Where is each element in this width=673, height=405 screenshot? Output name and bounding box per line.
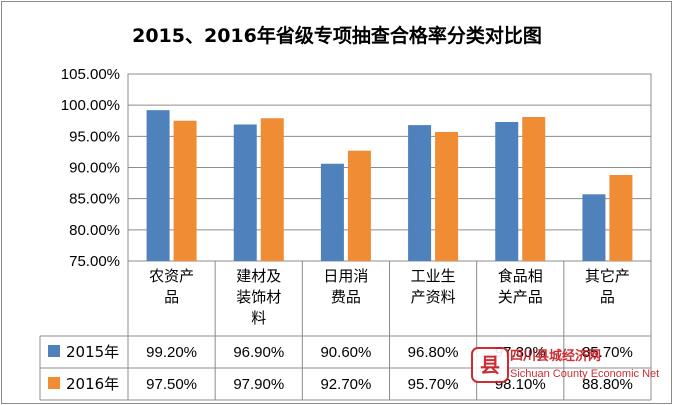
category-label: 关产品 <box>498 288 543 306</box>
bar-2016 <box>260 118 284 261</box>
data-label: 97.50% <box>146 376 197 393</box>
legend-swatch <box>48 377 60 389</box>
category-label: 农资产 <box>149 267 194 285</box>
y-tick-label: 95.00% <box>69 128 120 145</box>
y-tick-label: 80.00% <box>69 222 120 239</box>
data-label: 90.60% <box>320 344 371 361</box>
bar-2015 <box>408 125 432 261</box>
legend-label: 2016年 <box>66 375 119 393</box>
category-label: 料 <box>251 309 266 327</box>
watermark: 县 四川县城经济网 Sichuan County Economic Net <box>471 347 659 383</box>
category-label: 食品相 <box>498 267 543 285</box>
data-label: 88.80% <box>582 376 633 393</box>
bar-2016 <box>173 120 197 261</box>
category-label: 其它产 <box>585 267 630 285</box>
data-label: 85.70% <box>582 344 633 361</box>
category-label: 工业生 <box>411 267 456 285</box>
y-axis: 75.00% 80.00% 85.00% 90.00% 95.00% 100.00% 105… <box>61 66 120 270</box>
bar-2016 <box>347 150 371 261</box>
y-tick-label: 105.00% <box>61 66 120 83</box>
y-tick-label: 75.00% <box>69 253 120 270</box>
legend-swatch <box>48 345 60 357</box>
category-label: 产资料 <box>411 288 456 306</box>
category-label: 日用消 <box>323 267 368 285</box>
bar-2015 <box>495 121 519 261</box>
watermark-name-en: Sichuan County Economic Net <box>510 368 659 380</box>
bar-2016 <box>522 117 546 261</box>
watermark-name: 四川县城经济网 <box>510 348 601 364</box>
data-label: 96.90% <box>233 344 284 361</box>
data-label: 95.70% <box>408 376 459 393</box>
legend-label: 2015年 <box>66 343 119 361</box>
y-tick-label: 100.00% <box>61 97 120 114</box>
bar-2016 <box>435 131 459 261</box>
watermark-logo-badge <box>471 347 509 383</box>
category-label: 品 <box>164 288 179 306</box>
category-label: 建材及 <box>236 267 281 285</box>
y-tick-label: 90.00% <box>69 160 120 177</box>
data-label: 97.90% <box>233 376 284 393</box>
y-tick-label: 85.00% <box>69 191 120 208</box>
data-label: 99.20% <box>146 344 197 361</box>
bar-2015 <box>146 110 170 261</box>
bar-2015 <box>320 163 344 261</box>
bar-2015 <box>582 194 606 261</box>
category-label: 费品 <box>331 288 361 306</box>
bar-2015 <box>233 124 257 262</box>
gridlines <box>127 73 652 262</box>
category-label: 品 <box>600 288 615 306</box>
category-label: 装饰材 <box>236 288 281 306</box>
bar-2016 <box>609 174 633 261</box>
watermark-logo-char: 县 <box>480 353 500 377</box>
chart-title: 2015、2016年省级专项抽查合格率分类对比图 <box>132 24 542 47</box>
data-label: 92.70% <box>320 376 371 393</box>
bars <box>146 110 633 262</box>
data-label: 96.80% <box>408 344 459 361</box>
